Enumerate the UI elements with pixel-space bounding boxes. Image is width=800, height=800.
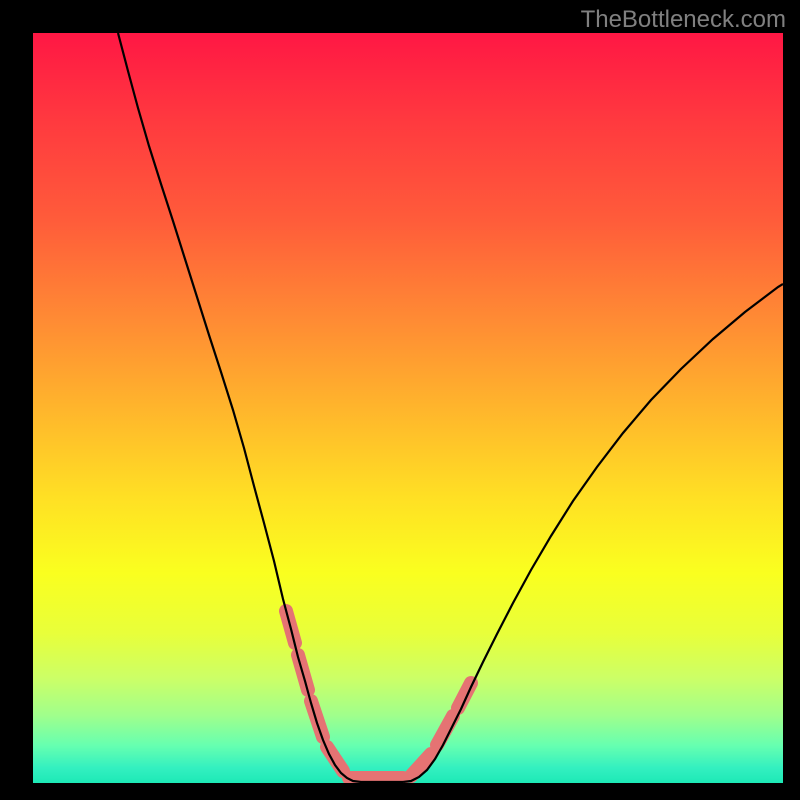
marker-segment	[327, 747, 343, 771]
marker-segment	[458, 683, 471, 708]
plot-area	[33, 33, 783, 783]
bottleneck-curve-left	[118, 33, 403, 782]
watermark-text: TheBottleneck.com	[581, 6, 786, 34]
chart-svg	[33, 33, 783, 783]
marker-segment	[411, 754, 431, 776]
marker-overlay	[286, 611, 471, 778]
